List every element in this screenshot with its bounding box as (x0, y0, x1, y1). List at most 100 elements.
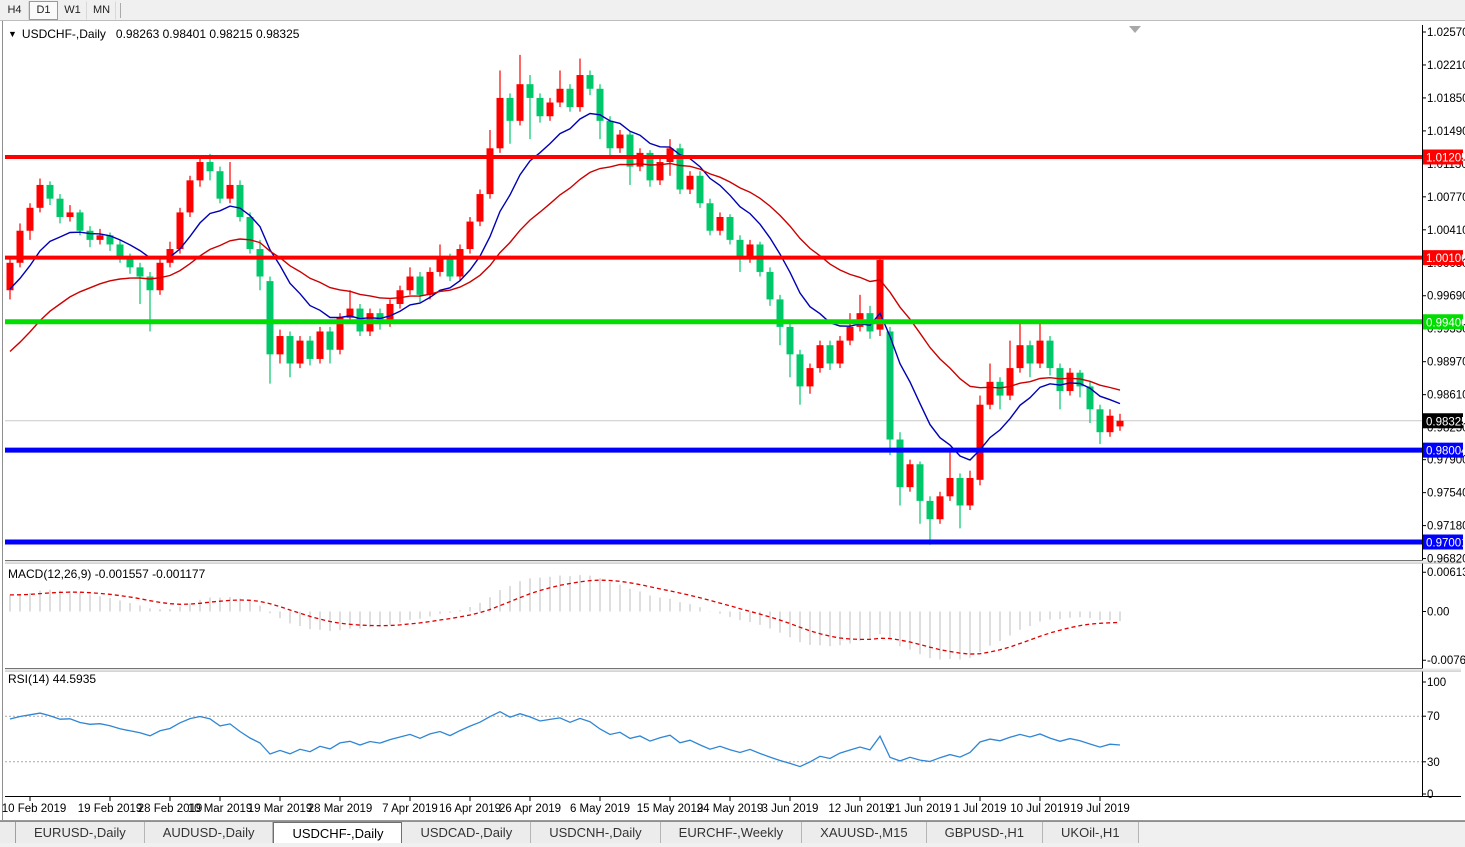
chart-ohlc-values: 0.98263 0.98401 0.98215 0.98325 (115, 27, 300, 41)
price-tick-label: 0.99690 (1427, 291, 1465, 303)
candle-down (86, 230, 94, 240)
date-tick-label: 28 Mar 2019 (308, 803, 373, 815)
candle-down (206, 162, 214, 172)
rsi-name: RSI(14) (8, 672, 50, 686)
candle-up (636, 152, 644, 167)
candle-down (256, 249, 264, 277)
candle-down (1056, 368, 1064, 391)
svg-text:0.98004: 0.98004 (1426, 446, 1465, 458)
price-label-1.01205: 1.01205 (1423, 149, 1465, 165)
chart-tab-eurchfweekly[interactable]: EURCHF-,Weekly (660, 822, 803, 843)
candle-up (876, 260, 884, 330)
candle-up (386, 303, 394, 323)
date-tick-label: 15 May 2019 (637, 803, 704, 815)
candle-up (576, 75, 584, 108)
candle-up (1036, 340, 1044, 364)
candle-up (656, 162, 664, 181)
macd-axis-label: 0.00613 (1427, 567, 1465, 579)
splitter-main-macd[interactable] (5, 560, 1461, 564)
price-tick-label: 0.97540 (1427, 488, 1465, 500)
date-tick-label: 26 Apr 2019 (499, 803, 561, 815)
price-tick-label: 1.00410 (1427, 225, 1465, 237)
chart-tab-usdcnhdaily[interactable]: USDCNH-,Daily (531, 822, 661, 843)
candle-up (816, 345, 824, 369)
candle-down (1096, 409, 1104, 433)
chart-tab-usdchfdaily[interactable]: USDCHF-,Daily (273, 822, 403, 843)
date-tick-label: 10 Mar 2019 (188, 803, 253, 815)
candle-down (106, 235, 114, 245)
candle-up (486, 148, 494, 195)
chart-tab-gbpusdh1[interactable]: GBPUSD-,H1 (926, 822, 1044, 843)
candle-down (786, 326, 794, 355)
candle-up (616, 134, 624, 149)
candle-down (526, 84, 534, 98)
svg-text:1.00106: 1.00106 (1426, 253, 1465, 265)
candle-up (16, 230, 24, 263)
candle-down (56, 198, 64, 217)
candle-down (536, 97, 544, 117)
candle-down (766, 271, 774, 300)
candle-up (436, 258, 444, 272)
candle-up (906, 464, 914, 488)
macd-signal-line (9, 579, 1121, 655)
candle-up (476, 194, 484, 222)
splitter-macd-rsi[interactable] (5, 668, 1461, 672)
current-price-label: 0.98325 (1423, 413, 1465, 429)
candle-up (846, 326, 854, 341)
candle-up (36, 184, 44, 208)
date-tick-label: 7 Apr 2019 (382, 803, 438, 815)
candle-up (976, 404, 984, 480)
date-tick-label: 10 Feb 2019 (2, 803, 67, 815)
chart-shift-marker-icon[interactable] (1129, 26, 1141, 33)
price-tick-label: 0.96820 (1427, 554, 1465, 566)
macd-axis-label: -0.007612 (1427, 655, 1465, 667)
svg-text:0.99406: 0.99406 (1426, 317, 1465, 329)
candle-up (1006, 368, 1014, 396)
chart-tab-xauusdm15[interactable]: XAUUSD-,M15 (802, 822, 927, 843)
candle-down (926, 500, 934, 520)
ma-fast-line (9, 112, 1121, 461)
timeframe-button-h4[interactable]: H4 (0, 0, 29, 20)
candle-up (466, 221, 474, 250)
candle-down (306, 340, 314, 359)
candle-down (646, 152, 654, 181)
candle-down (916, 464, 924, 501)
date-tick-label: 6 May 2019 (570, 803, 630, 815)
timeframe-button-d1[interactable]: D1 (29, 0, 58, 20)
toolbar-separator (120, 2, 121, 18)
candle-down (76, 212, 84, 231)
moving-averages (9, 112, 1121, 461)
candle-down (246, 216, 254, 250)
candle-up (316, 331, 324, 359)
timeframe-toolbar: H4 D1 W1 MN (0, 0, 1465, 21)
candle-down (776, 299, 784, 327)
date-tick-label: 19 Feb 2019 (78, 803, 143, 815)
timeframe-button-w1[interactable]: W1 (58, 0, 87, 20)
date-tick-label: 28 Feb 2019 (138, 803, 203, 815)
candle-up (546, 102, 554, 117)
rsi-pane: 100 70 30 0 (5, 677, 1446, 801)
candle-down (126, 258, 134, 268)
candle-down (606, 120, 614, 149)
candle-up (406, 276, 414, 291)
candle-down (676, 148, 684, 190)
candle-down (706, 203, 714, 231)
price-tick-label: 0.98610 (1427, 390, 1465, 402)
candle-up (426, 271, 434, 295)
chart-tab-bar: EURUSD-,Daily AUDUSD-,Daily USDCHF-,Daily U… (0, 821, 1465, 843)
candle-down (896, 439, 904, 488)
candle-down (626, 134, 634, 167)
chart-tab-usdcaddaily[interactable]: USDCAD-,Daily (402, 822, 532, 843)
chevron-down-icon[interactable]: ▼ (8, 29, 17, 39)
candle-down (506, 97, 514, 121)
candle-up (986, 381, 994, 405)
candle-down (736, 239, 744, 259)
chart-tab-audusddaily[interactable]: AUDUSD-,Daily (144, 822, 274, 843)
chart-tab-ukoilh1[interactable]: UKOil-,H1 (1043, 822, 1139, 843)
candle-down (146, 276, 154, 291)
candle-up (336, 317, 344, 350)
chart-tab-eurusddaily[interactable]: EURUSD-,Daily (16, 822, 145, 843)
timeframe-button-mn[interactable]: MN (87, 0, 116, 20)
candle-down (826, 345, 834, 364)
